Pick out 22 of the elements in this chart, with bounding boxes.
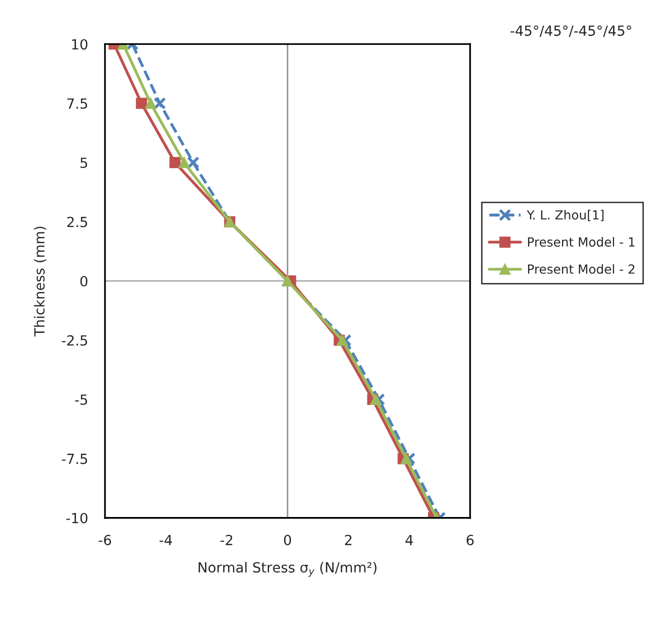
y-tick-label: 7.5: [67, 98, 88, 109]
y-tick-label: -5: [75, 394, 88, 405]
text: -45°/45°/-45°/45°: [510, 25, 632, 38]
y-tick-label: -2.5: [62, 335, 88, 346]
x-tick-label: -4: [160, 534, 172, 546]
legend-label: Y. L. Zhou[1]: [526, 210, 604, 222]
x-tick-label: -2: [220, 534, 232, 546]
x-tick-label: 6: [466, 534, 474, 546]
y-tick-label: 0: [80, 276, 88, 286]
y-tick-label: 5: [80, 158, 88, 168]
x-tick-label: 0: [284, 534, 292, 546]
x-tick-label: 2: [344, 534, 352, 546]
y-tick-label: 10: [72, 39, 88, 50]
x-axis-title: Normal Stress σ$_{y}$ (N/mm²): [198, 562, 376, 577]
legend-label: Present Model - 1: [528, 237, 634, 247]
y-tick-label: -10: [66, 512, 88, 524]
x-tick-label: -6: [98, 534, 112, 546]
y-tick-label: 2.5: [67, 216, 88, 228]
legend-label: Present Model - 2: [528, 264, 634, 274]
y-tick-label: -7.5: [62, 454, 88, 464]
x-tick-label: 4: [406, 534, 413, 546]
y-axis-title: Thickness (mm): [34, 226, 46, 336]
